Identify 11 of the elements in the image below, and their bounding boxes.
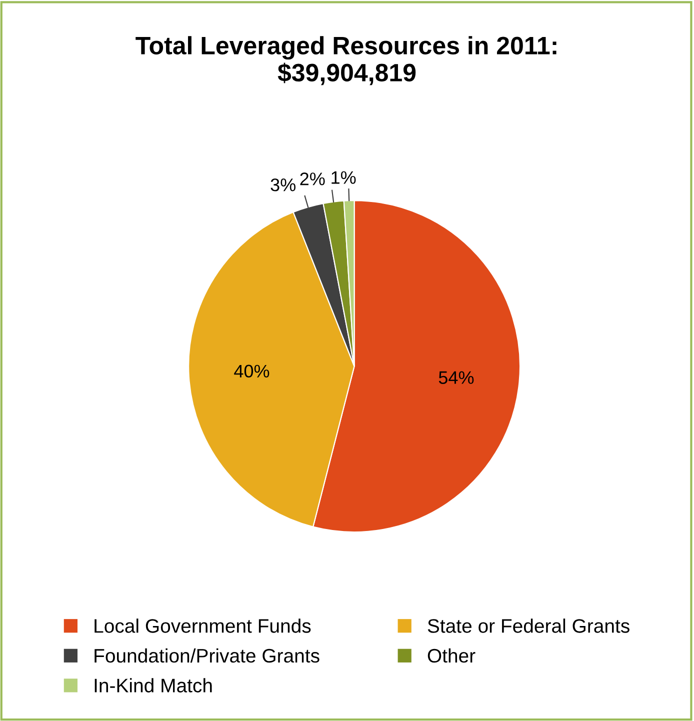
legend-label: State or Federal Grants — [428, 618, 630, 633]
legend-label: In-Kind Match — [94, 678, 212, 692]
data-label: 2% — [300, 172, 325, 186]
data-label: 40% — [234, 364, 270, 378]
legend-label: Foundation/Private Grants — [94, 648, 320, 663]
data-label: 54% — [438, 371, 474, 384]
legend-label: Other — [428, 648, 476, 663]
data-label: 1% — [332, 171, 356, 184]
data-label: 3% — [270, 178, 296, 192]
chart-title: Total Leveraged Resources in 2011: $39,904,819 — [136, 36, 556, 86]
legend-label: Local Government Funds — [94, 618, 311, 633]
